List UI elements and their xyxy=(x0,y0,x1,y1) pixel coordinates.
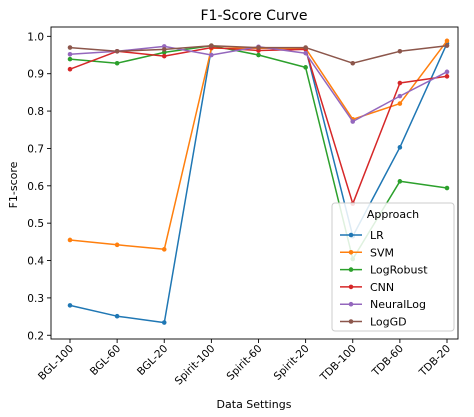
data-point-loggd xyxy=(397,48,403,54)
data-point-svm xyxy=(397,101,403,106)
data-point-neurallog xyxy=(350,119,356,124)
data-point-neurallog xyxy=(67,51,73,57)
y-tick-label: 1.0 xyxy=(27,31,44,43)
legend-marker-neurallog xyxy=(348,301,354,307)
legend-marker-logrobust xyxy=(348,267,354,272)
legend-title: Approach xyxy=(367,208,419,221)
data-point-svm xyxy=(114,242,120,248)
data-point-loggd xyxy=(67,45,73,50)
plot-frame xyxy=(50,26,459,340)
data-point-cnn xyxy=(397,80,403,86)
data-point-svm xyxy=(444,38,450,44)
data-point-lr xyxy=(67,303,73,308)
data-point-logrobust xyxy=(256,52,261,58)
legend-label-loggd: LogGD xyxy=(370,316,407,329)
data-point-loggd xyxy=(350,60,356,66)
legend-label-logrobust: LogRobust xyxy=(370,264,428,277)
legend-marker-loggd xyxy=(348,319,354,324)
data-point-loggd xyxy=(444,43,450,48)
y-tick-label: 0.6 xyxy=(27,181,44,193)
legend-label-lr: LR xyxy=(370,229,384,242)
y-axis-label: F1-score xyxy=(7,161,20,208)
data-point-neurallog xyxy=(444,69,450,75)
data-point-loggd xyxy=(256,45,261,50)
data-point-cnn xyxy=(161,53,167,59)
data-point-logrobust xyxy=(303,65,308,70)
data-point-lr xyxy=(161,320,167,325)
data-point-logrobust xyxy=(114,60,120,66)
data-point-lr xyxy=(397,145,403,150)
legend-label-svm: SVM xyxy=(370,246,394,259)
data-point-neurallog xyxy=(209,52,214,58)
legend-marker-svm xyxy=(348,250,354,255)
data-point-loggd xyxy=(161,47,167,52)
data-point-svm xyxy=(67,237,73,243)
legend-label-neurallog: NeuralLog xyxy=(370,298,426,311)
legend-marker-lr xyxy=(348,232,354,238)
legend-label-cnn: CNN xyxy=(370,281,394,294)
y-tick-label: 0.4 xyxy=(27,256,44,268)
data-point-neurallog xyxy=(303,50,308,56)
legend-box xyxy=(331,202,455,332)
data-point-loggd xyxy=(303,45,308,50)
y-tick-label: 0.3 xyxy=(27,293,44,305)
y-tick-label: 0.2 xyxy=(27,330,44,342)
data-point-loggd xyxy=(114,48,120,54)
y-tick-label: 0.7 xyxy=(27,143,44,155)
x-axis-label: Data Settings xyxy=(217,398,292,411)
legend-marker-cnn xyxy=(348,284,354,290)
data-point-logrobust xyxy=(444,185,450,191)
data-point-cnn xyxy=(67,66,73,72)
y-tick-label: 0.9 xyxy=(27,69,44,81)
data-point-lr xyxy=(114,313,120,319)
data-point-loggd xyxy=(209,43,214,48)
data-point-logrobust xyxy=(397,179,403,184)
y-tick-label: 0.8 xyxy=(27,106,44,118)
chart-title: F1-Score Curve xyxy=(201,8,308,24)
data-point-cnn xyxy=(444,74,450,79)
y-tick-label: 0.5 xyxy=(27,218,44,230)
data-point-svm xyxy=(161,247,167,252)
data-point-logrobust xyxy=(67,56,73,62)
data-point-neurallog xyxy=(397,93,403,99)
